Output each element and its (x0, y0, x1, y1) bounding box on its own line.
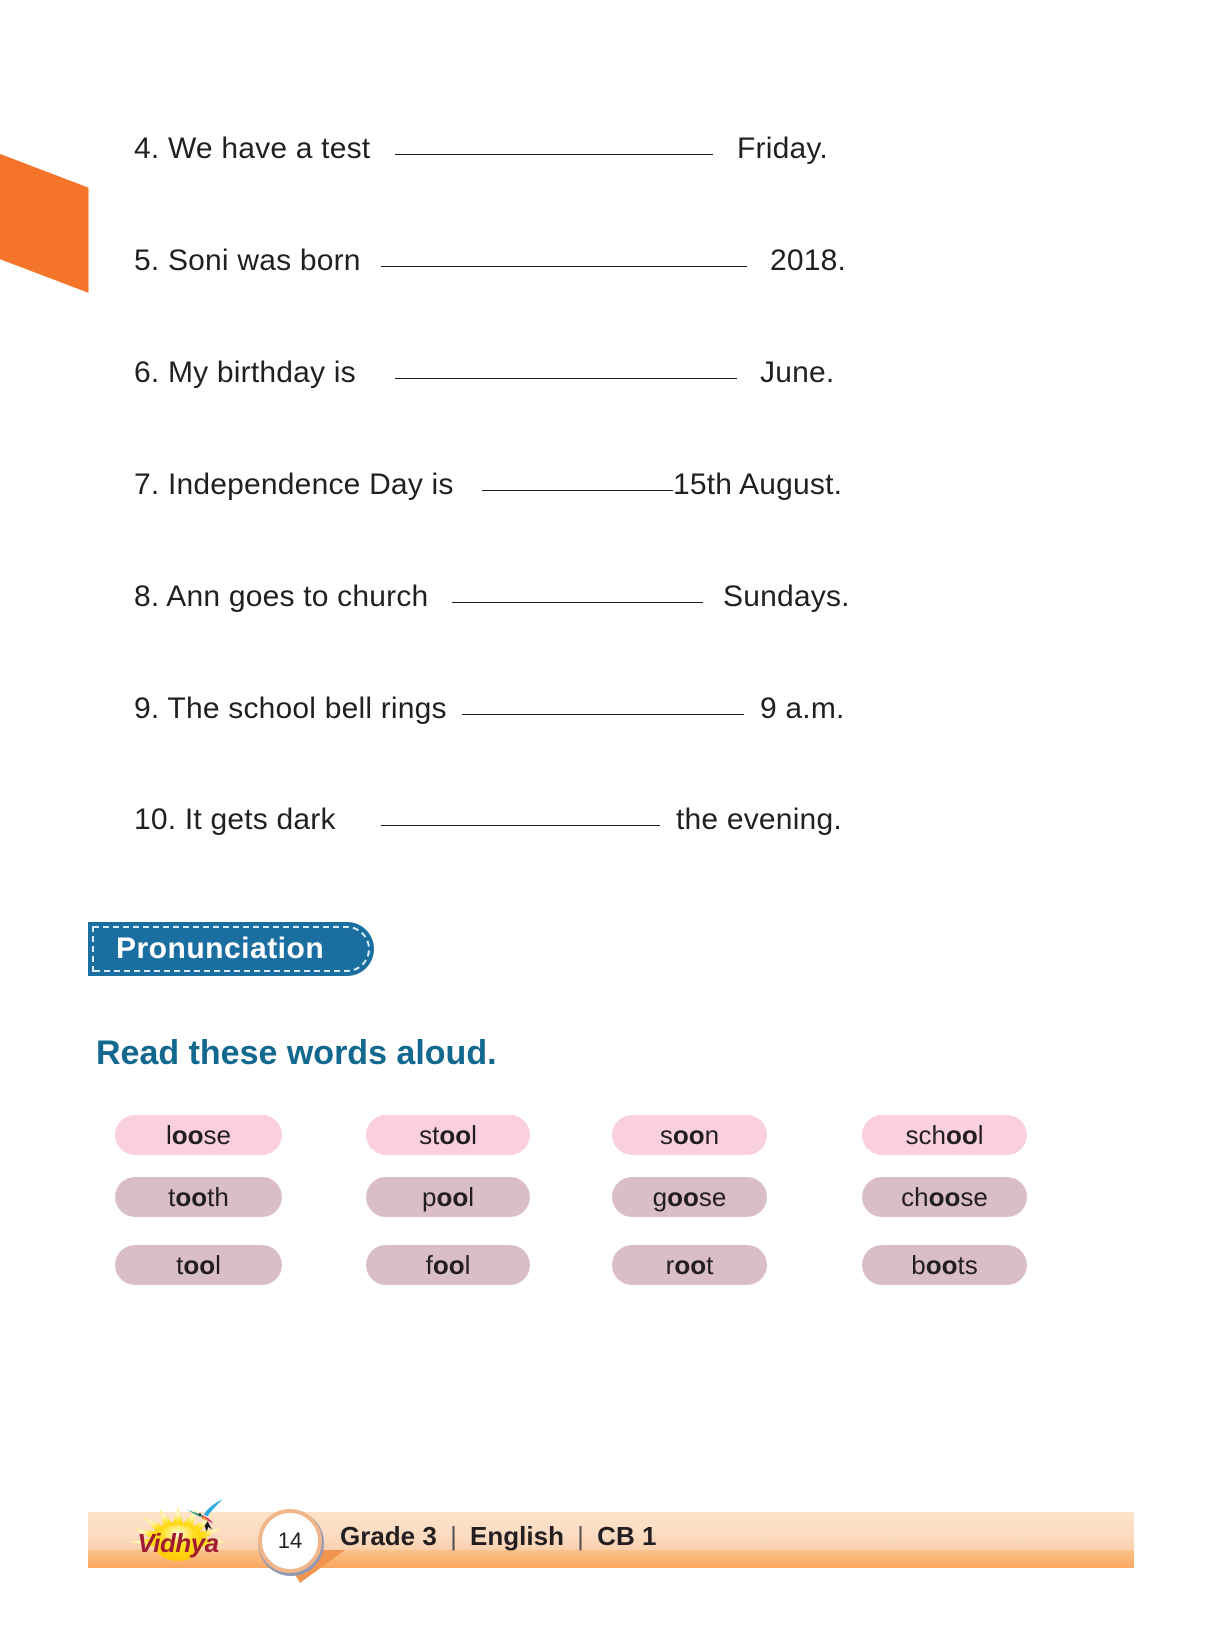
svg-text:Vidhya: Vidhya (137, 1528, 218, 1558)
